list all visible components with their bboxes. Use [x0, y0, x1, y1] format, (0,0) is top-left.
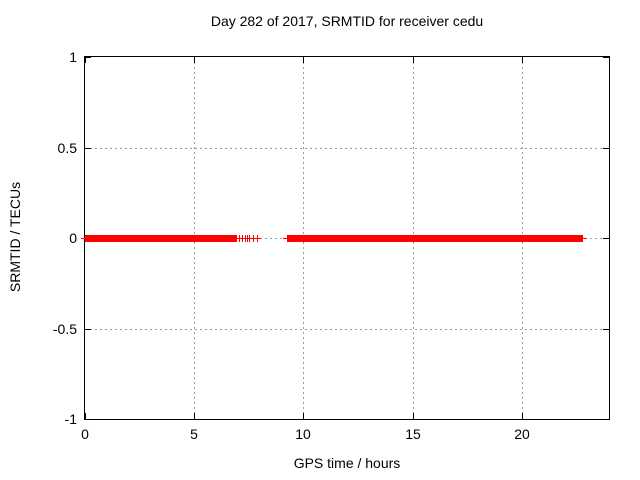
y-tick-mark-left: [85, 57, 91, 58]
x-tick-mark-top: [85, 57, 86, 63]
y-tick-mark-right: [603, 238, 609, 239]
plot-area: [81, 56, 610, 420]
plus-marker-vbar: [257, 235, 258, 242]
x-tick-mark-top: [522, 57, 523, 63]
plus-marker-vbar: [253, 235, 254, 242]
x-tick-mark-bottom: [303, 413, 304, 419]
x-tick-mark-bottom: [85, 413, 86, 419]
x-tick-mark-top: [303, 57, 304, 63]
y-tick-mark-right: [603, 329, 609, 330]
y-tick-label: 0.5: [57, 140, 77, 156]
data-segment: [85, 235, 237, 242]
y-tick-mark-right: [603, 148, 609, 149]
x-tick-mark-bottom: [194, 413, 195, 419]
y-gridline: [85, 329, 609, 330]
x-tick-mark-top: [413, 57, 414, 63]
data-segment: [287, 235, 584, 242]
data-point-plus-marker: [250, 235, 257, 242]
chart-title: Day 282 of 2017, SRMTID for receiver ced…: [210, 13, 484, 29]
y-gridline: [85, 148, 609, 149]
x-tick-label: 15: [405, 426, 421, 442]
x-tick-label: 10: [295, 426, 311, 442]
data-point-plus-marker: [246, 235, 253, 242]
y-tick-mark-left: [85, 148, 91, 149]
x-tick-mark-bottom: [522, 413, 523, 419]
y-tick-mark-left: [85, 419, 91, 420]
y-tick-mark-right: [603, 419, 609, 420]
plus-marker-vbar: [249, 235, 250, 242]
y-tick-label: -0.5: [52, 321, 77, 337]
y-tick-label: 1: [69, 49, 77, 65]
x-tick-label: 5: [190, 426, 198, 442]
data-point-plus-marker: [254, 235, 261, 242]
y-tick-label: -1: [64, 411, 77, 427]
x-tick-mark-top: [194, 57, 195, 63]
y-tick-mark-right: [603, 57, 609, 58]
y-tick-mark-left: [85, 329, 91, 330]
y-tick-label: 0: [69, 230, 77, 246]
x-tick-mark-bottom: [413, 413, 414, 419]
x-axis-label: GPS time / hours: [293, 455, 401, 471]
x-tick-label: 0: [81, 426, 89, 442]
x-tick-label: 20: [514, 426, 530, 442]
